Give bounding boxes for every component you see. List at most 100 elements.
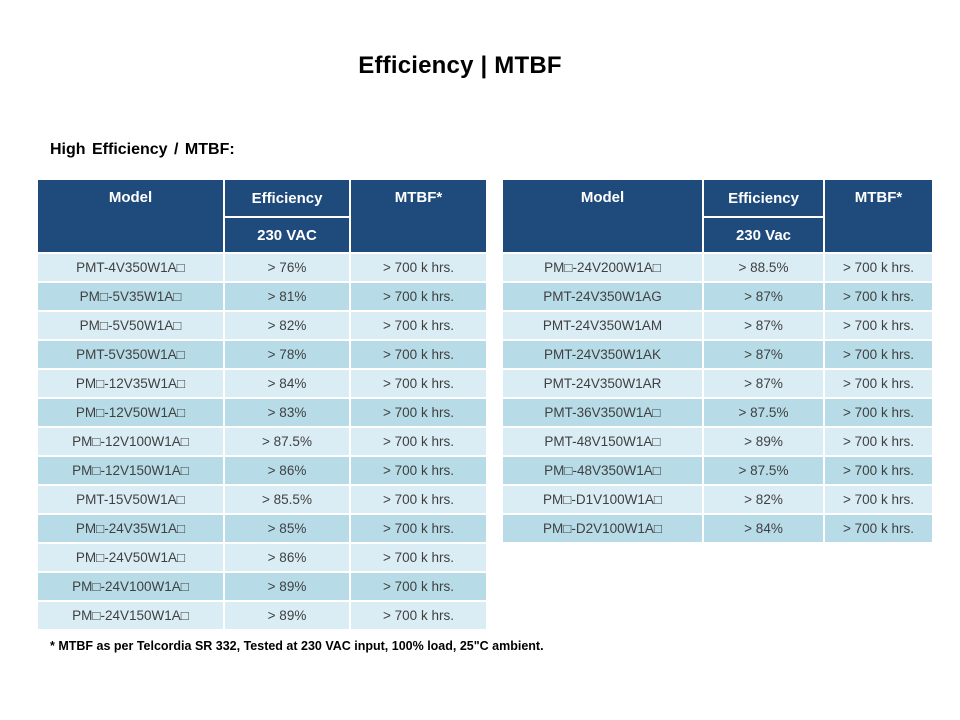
table-row: PMT-5V350W1A□ > 78% > 700 k hrs. [38, 341, 486, 370]
mtbf-cell: > 700 k hrs. [825, 254, 932, 283]
table-row: PM□-24V50W1A□ > 86% > 700 k hrs. [38, 544, 486, 573]
mtbf-cell: > 700 k hrs. [351, 515, 486, 544]
mtbf-cell: > 700 k hrs. [825, 312, 932, 341]
column-header-efficiency: Efficiency [704, 180, 825, 218]
efficiency-cell: > 87.5% [704, 457, 825, 486]
mtbf-cell: > 700 k hrs. [351, 254, 486, 283]
efficiency-cell: > 82% [225, 312, 351, 341]
mtbf-cell: > 700 k hrs. [825, 486, 932, 515]
model-cell: PM□-24V150W1A□ [38, 602, 225, 629]
efficiency-cell: > 81% [225, 283, 351, 312]
column-header-mtbf: MTBF* [351, 180, 486, 254]
model-cell: PMT-24V350W1AK [503, 341, 704, 370]
table-row: PM□-5V50W1A□ > 82% > 700 k hrs. [38, 312, 486, 341]
efficiency-cell: > 87% [704, 370, 825, 399]
efficiency-cell: > 89% [225, 602, 351, 629]
model-cell: PM□-D2V100W1A□ [503, 515, 704, 542]
model-cell: PM□-24V100W1A□ [38, 573, 225, 602]
table-row: PMT-24V350W1AK > 87% > 700 k hrs. [503, 341, 932, 370]
table-row: PMT-4V350W1A□ > 76% > 700 k hrs. [38, 254, 486, 283]
table-header: Model Efficiency MTBF* 230 VAC [38, 180, 486, 254]
efficiency-cell: > 89% [704, 428, 825, 457]
table-row: PM□-24V200W1A□ > 88.5% > 700 k hrs. [503, 254, 932, 283]
table-row: PMT-24V350W1AG > 87% > 700 k hrs. [503, 283, 932, 312]
model-cell: PMT-24V350W1AR [503, 370, 704, 399]
mtbf-cell: > 700 k hrs. [825, 457, 932, 486]
column-subheader-voltage: 230 Vac [704, 218, 825, 254]
efficiency-cell: > 83% [225, 399, 351, 428]
model-cell: PMT-15V50W1A□ [38, 486, 225, 515]
efficiency-cell: > 87% [704, 341, 825, 370]
page-title: Efficiency | MTBF [358, 52, 562, 79]
efficiency-cell: > 82% [704, 486, 825, 515]
table-row: PMT-15V50W1A□ > 85.5% > 700 k hrs. [38, 486, 486, 515]
efficiency-table-right: Model Efficiency MTBF* 230 Vac PM□-24V20… [503, 180, 932, 542]
mtbf-cell: > 700 k hrs. [351, 312, 486, 341]
efficiency-cell: > 87.5% [225, 428, 351, 457]
efficiency-table-left: Model Efficiency MTBF* 230 VAC PMT-4V350… [38, 180, 486, 629]
model-cell: PM□-48V350W1A□ [503, 457, 704, 486]
mtbf-cell: > 700 k hrs. [351, 428, 486, 457]
model-cell: PMT-48V150W1A□ [503, 428, 704, 457]
mtbf-cell: > 700 k hrs. [825, 341, 932, 370]
column-header-efficiency: Efficiency [225, 180, 351, 218]
section-heading: High Efficiency / MTBF: [50, 141, 235, 158]
table-header: Model Efficiency MTBF* 230 Vac [503, 180, 932, 254]
efficiency-cell: > 84% [225, 370, 351, 399]
efficiency-cell: > 87% [704, 312, 825, 341]
efficiency-cell: > 86% [225, 457, 351, 486]
column-header-model: Model [38, 180, 225, 254]
table-row: PM□-12V35W1A□ > 84% > 700 k hrs. [38, 370, 486, 399]
table-row: PMT-48V150W1A□ > 89% > 700 k hrs. [503, 428, 932, 457]
model-cell: PMT-24V350W1AM [503, 312, 704, 341]
mtbf-cell: > 700 k hrs. [351, 573, 486, 602]
efficiency-cell: > 87.5% [704, 399, 825, 428]
mtbf-cell: > 700 k hrs. [351, 486, 486, 515]
table-row: PM□-12V50W1A□ > 83% > 700 k hrs. [38, 399, 486, 428]
efficiency-cell: > 87% [704, 283, 825, 312]
model-cell: PM□-24V35W1A□ [38, 515, 225, 544]
table-row: PM□-24V150W1A□ > 89% > 700 k hrs. [38, 602, 486, 629]
efficiency-cell: > 85.5% [225, 486, 351, 515]
table-row: PM□-D1V100W1A□ > 82% > 700 k hrs. [503, 486, 932, 515]
column-subheader-voltage: 230 VAC [225, 218, 351, 254]
table-body: PM□-24V200W1A□ > 88.5% > 700 k hrs. PMT-24V… [503, 254, 932, 542]
column-header-mtbf: MTBF* [825, 180, 932, 254]
table-row: PM□-24V35W1A□ > 85% > 700 k hrs. [38, 515, 486, 544]
mtbf-cell: > 700 k hrs. [351, 602, 486, 629]
table-row: PM□-24V100W1A□ > 89% > 700 k hrs. [38, 573, 486, 602]
footnote: * MTBF as per Telcordia SR 332, Tested a… [50, 639, 544, 653]
efficiency-cell: > 89% [225, 573, 351, 602]
table-row: PMT-24V350W1AR > 87% > 700 k hrs. [503, 370, 932, 399]
mtbf-cell: > 700 k hrs. [351, 283, 486, 312]
model-cell: PM□-12V150W1A□ [38, 457, 225, 486]
model-cell: PMT-5V350W1A□ [38, 341, 225, 370]
table-row: PMT-36V350W1A□ > 87.5% > 700 k hrs. [503, 399, 932, 428]
table-row: PM□-D2V100W1A□ > 84% > 700 k hrs. [503, 515, 932, 542]
model-cell: PM□-D1V100W1A□ [503, 486, 704, 515]
mtbf-cell: > 700 k hrs. [351, 399, 486, 428]
model-cell: PMT-36V350W1A□ [503, 399, 704, 428]
mtbf-cell: > 700 k hrs. [825, 283, 932, 312]
model-cell: PMT-24V350W1AG [503, 283, 704, 312]
column-header-model: Model [503, 180, 704, 254]
model-cell: PM□-24V200W1A□ [503, 254, 704, 283]
efficiency-cell: > 78% [225, 341, 351, 370]
mtbf-cell: > 700 k hrs. [351, 370, 486, 399]
efficiency-cell: > 84% [704, 515, 825, 542]
model-cell: PM□-12V100W1A□ [38, 428, 225, 457]
model-cell: PM□-5V50W1A□ [38, 312, 225, 341]
model-cell: PM□-24V50W1A□ [38, 544, 225, 573]
table-row: PM□-12V100W1A□ > 87.5% > 700 k hrs. [38, 428, 486, 457]
table-row: PM□-12V150W1A□ > 86% > 700 k hrs. [38, 457, 486, 486]
efficiency-cell: > 85% [225, 515, 351, 544]
table-row: PM□-48V350W1A□ > 87.5% > 700 k hrs. [503, 457, 932, 486]
mtbf-cell: > 700 k hrs. [825, 428, 932, 457]
model-cell: PM□-12V35W1A□ [38, 370, 225, 399]
table-row: PM□-5V35W1A□ > 81% > 700 k hrs. [38, 283, 486, 312]
table-body: PMT-4V350W1A□ > 76% > 700 k hrs. PM□-5V35W1… [38, 254, 486, 629]
model-cell: PM□-12V50W1A□ [38, 399, 225, 428]
efficiency-cell: > 88.5% [704, 254, 825, 283]
efficiency-cell: > 86% [225, 544, 351, 573]
